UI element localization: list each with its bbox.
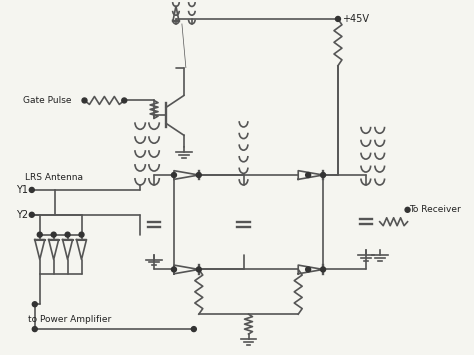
Circle shape	[172, 173, 176, 178]
Circle shape	[405, 207, 410, 212]
Text: +45V: +45V	[342, 14, 369, 24]
Circle shape	[306, 267, 310, 272]
Circle shape	[65, 232, 70, 237]
Circle shape	[37, 232, 42, 237]
Circle shape	[122, 98, 127, 103]
Circle shape	[196, 173, 201, 178]
Text: Y1: Y1	[16, 185, 28, 195]
Circle shape	[306, 173, 310, 178]
Circle shape	[32, 327, 37, 332]
Circle shape	[32, 302, 37, 307]
Text: To Receiver: To Receiver	[410, 205, 461, 214]
Circle shape	[320, 173, 326, 178]
Text: LRS Antenna: LRS Antenna	[25, 174, 83, 182]
Text: Y2: Y2	[16, 210, 28, 220]
Text: Gate Pulse: Gate Pulse	[23, 96, 72, 105]
Circle shape	[29, 187, 34, 192]
Text: to Power Amplifier: to Power Amplifier	[28, 315, 111, 324]
Circle shape	[82, 98, 87, 103]
Circle shape	[336, 16, 340, 21]
Circle shape	[196, 267, 201, 272]
Circle shape	[79, 232, 84, 237]
Circle shape	[172, 267, 176, 272]
Circle shape	[320, 267, 326, 272]
Circle shape	[51, 232, 56, 237]
Circle shape	[191, 327, 196, 332]
Circle shape	[29, 212, 34, 217]
